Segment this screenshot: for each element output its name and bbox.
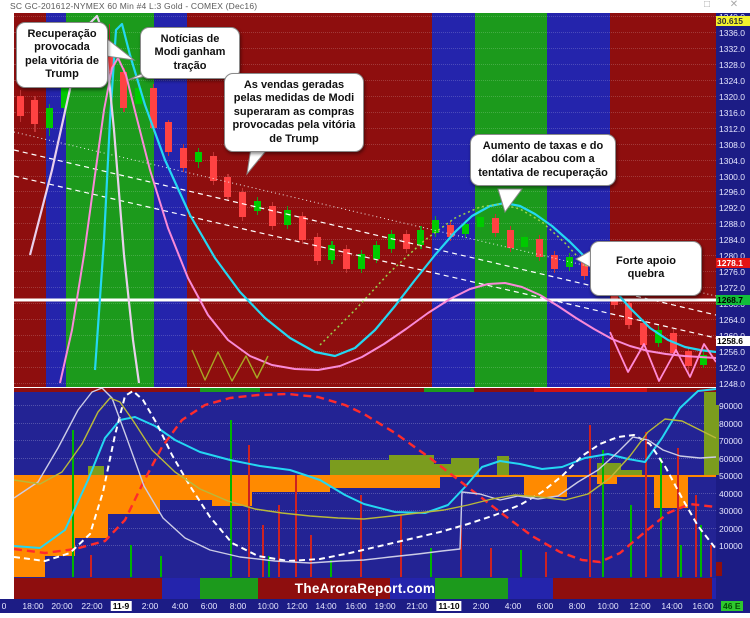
close-button[interactable]: ✕	[729, 0, 739, 10]
volume-tick-label: 80000	[719, 418, 743, 429]
time-tick-label: 22:00	[81, 601, 103, 611]
time-tick-label: 14:00	[315, 601, 337, 611]
time-tick-label: 6:00	[536, 601, 554, 611]
bar-counter-badge: 46 E	[721, 601, 743, 611]
indicator-panel[interactable]	[14, 388, 716, 578]
price-tick-label: 1276.0	[719, 267, 745, 278]
bottom-strip-segment	[258, 578, 390, 599]
price-marker: 1268.7	[716, 295, 750, 305]
price-tick-label: 1312.0	[719, 123, 745, 134]
bottom-strip-segment	[435, 578, 508, 599]
bottom-strip-segment	[162, 578, 200, 599]
main-chart-plot[interactable]	[14, 13, 716, 387]
time-tick-label: 12:00	[286, 601, 308, 611]
scale-session-block	[716, 562, 722, 576]
price-tick-label: 1316.0	[719, 107, 745, 118]
time-tick-label: 21:00	[406, 601, 428, 611]
time-tick-label: 16:00	[345, 601, 367, 611]
price-marker: 30.615	[716, 16, 750, 26]
time-tick-label: 19:00	[374, 601, 396, 611]
callout-modi-selling: As vendas geradas pelas medidas de Modi …	[224, 73, 364, 153]
time-tick-label: 10:00	[597, 601, 619, 611]
time-tick-label: 2:00	[472, 601, 490, 611]
bottom-strip-segment	[390, 578, 435, 599]
bottom-strip-segment	[553, 578, 712, 599]
time-tick-label: 8:00	[229, 601, 247, 611]
price-tick-label: 1300.0	[719, 171, 745, 182]
price-tick-label: 1332.0	[719, 43, 745, 54]
date-tick-label: 11-9	[110, 601, 132, 611]
price-tick-label: 1288.0	[719, 219, 745, 230]
callout-support-break: Forte apoio quebra	[590, 241, 702, 296]
time-tick-label: 4:00	[504, 601, 522, 611]
price-tick-label: 1272.0	[719, 283, 745, 294]
date-tick-label: 11-10	[436, 601, 462, 611]
scale-volume-bar	[716, 405, 719, 475]
time-tick-label: 10:00	[257, 601, 279, 611]
bottom-strip-segment	[712, 578, 716, 599]
price-marker: 1278.1	[716, 258, 750, 268]
volume-tick-label: 20000	[719, 523, 743, 534]
price-marker: 1258.6	[716, 336, 750, 346]
time-tick-label: 14:00	[661, 601, 683, 611]
volume-tick-label: 40000	[719, 488, 743, 499]
time-tick-label: 6:00	[200, 601, 218, 611]
price-tick-label: 1280.0	[719, 251, 745, 262]
volume-tick-label: 90000	[719, 401, 743, 411]
time-tick-label: 12:00	[629, 601, 651, 611]
volume-tick-label: 70000	[719, 436, 743, 446]
time-tick-label: 4:00	[171, 601, 189, 611]
time-tick-label: 2:00	[141, 601, 159, 611]
callout-trump-recovery: Recuperação provocada pela vitória de Tr…	[16, 22, 108, 88]
time-tick-label: 18:00	[22, 601, 44, 611]
volume-tick-label: 10000	[719, 541, 743, 551]
maximize-button[interactable]: □	[703, 0, 711, 10]
callout-modi-news: Notícias de Modi ganham tração	[140, 27, 240, 80]
price-tick-label: 1252.0	[719, 362, 745, 373]
session-strip: TheAroraReport.com	[14, 578, 716, 599]
price-tick-label: 1304.0	[719, 155, 745, 166]
price-tick-label: 1256.0	[719, 346, 745, 357]
bottom-strip-segment	[508, 578, 553, 599]
price-tick-label: 1328.0	[719, 59, 745, 70]
window-title: SC GC-201612-NYMEX 60 Min #4 L:3 Gold - …	[10, 1, 258, 11]
price-tick-label: 1308.0	[719, 139, 745, 150]
volume-tick-label: 50000	[719, 471, 743, 481]
price-tick-label: 1324.0	[719, 75, 745, 86]
price-tick-label: 1264.0	[719, 315, 745, 326]
volume-tick-label: 30000	[719, 506, 743, 516]
price-tick-label: 1296.0	[719, 187, 745, 198]
callout-rates-dollar: Aumento de taxas e do dólar acabou com a…	[470, 134, 616, 187]
price-tick-label: 1248.0	[719, 378, 745, 389]
time-scale[interactable]: 0 18:00 20:00 22:00 11-9 2:00 4:00 6:00 8:00 10:0…	[0, 599, 750, 613]
price-scale[interactable]: 1340.01336.01332.01328.01324.01320.01316…	[716, 13, 750, 599]
title-bar: SC GC-201612-NYMEX 60 Min #4 L:3 Gold - …	[0, 0, 750, 13]
price-tick-label: 1292.0	[719, 203, 745, 214]
volume-tick-label: 60000	[719, 453, 743, 464]
price-tick-label: 1320.0	[719, 91, 745, 102]
time-tick-label: 8:00	[568, 601, 586, 611]
price-tick-label: 1336.0	[719, 27, 745, 38]
price-tick-label: 1284.0	[719, 235, 745, 246]
bottom-strip-segment	[200, 578, 258, 599]
time-tick-label: 16:00	[692, 601, 714, 611]
brand-watermark: TheAroraReport.com	[294, 581, 436, 596]
time-tick-label: 20:00	[51, 601, 73, 611]
time-tick-label: 0	[1, 601, 7, 611]
bottom-strip-segment	[14, 578, 162, 599]
